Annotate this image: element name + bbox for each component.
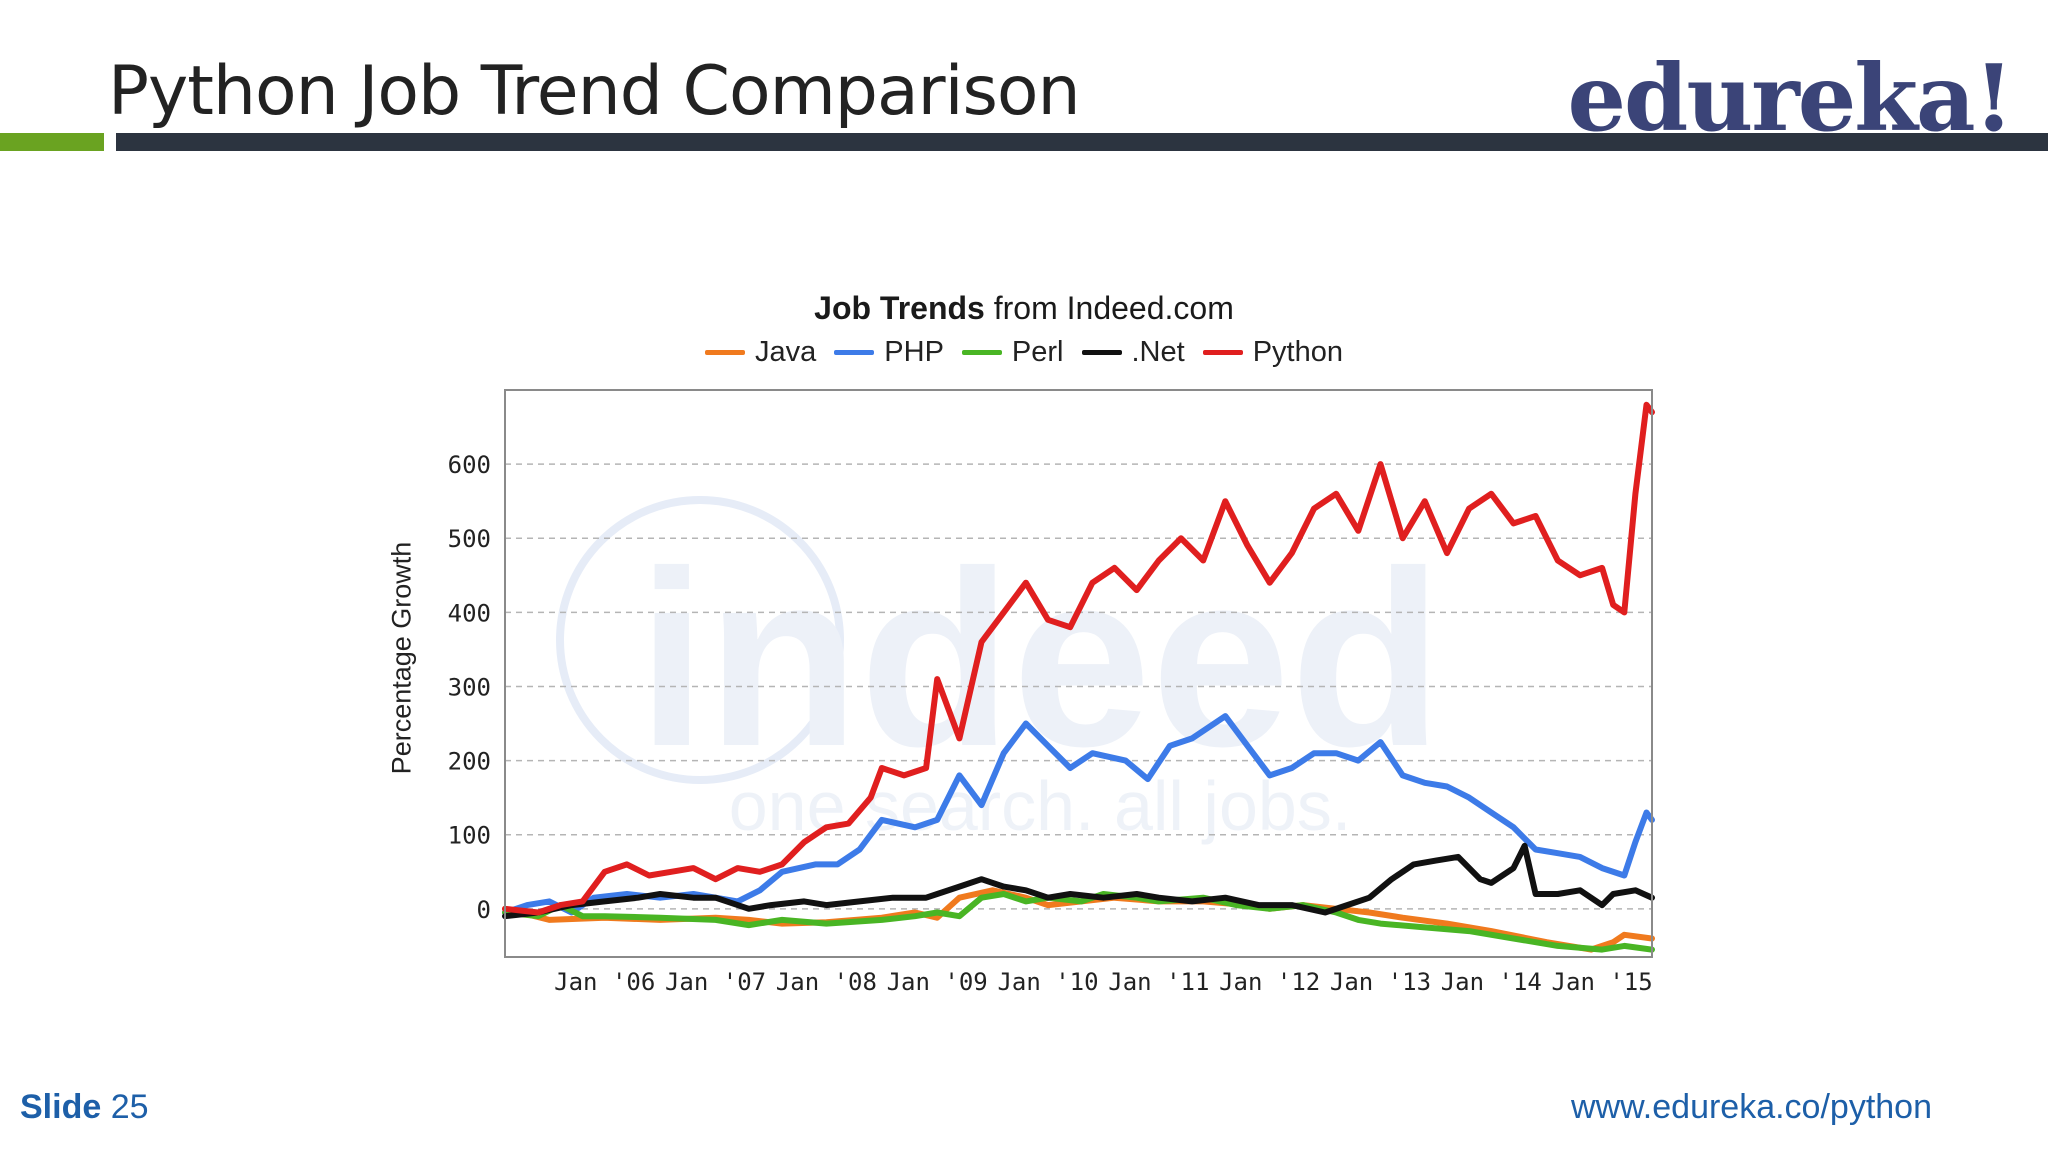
y-tick-label: 100 [448, 822, 491, 850]
watermark-tagline: one search. all jobs. [729, 767, 1352, 845]
x-tick-label: Jan '06 [554, 968, 655, 996]
slide-number-value: 25 [110, 1088, 149, 1126]
legend-label: Python [1252, 336, 1343, 368]
footer-url[interactable]: www.edureka.co/python [1571, 1088, 1932, 1126]
legend-swatch [705, 350, 746, 355]
legend-swatch [1202, 350, 1243, 355]
legend-item: Java [705, 336, 816, 369]
chart-title-rest: from Indeed.com [984, 290, 1234, 326]
series-line-python [502, 401, 1655, 916]
legend-label: Java [755, 336, 817, 368]
x-tick-label: Jan '14 [1441, 968, 1542, 996]
legend-label: .Net [1131, 336, 1185, 368]
legend-item: Perl [961, 336, 1064, 369]
y-tick-label: 300 [448, 673, 491, 701]
y-tick-label: 0 [477, 896, 491, 924]
x-tick-label: Jan '07 [665, 968, 766, 996]
x-tick-label: Jan '15 [1552, 968, 1653, 996]
title-accent-bar [0, 133, 104, 151]
slide-number: Slide 25 [20, 1088, 149, 1127]
legend-item: PHP [834, 336, 944, 369]
series-line-perl [502, 891, 1655, 953]
x-tick-label: Jan '08 [776, 968, 877, 996]
slide-label: Slide [20, 1088, 102, 1126]
legend-swatch [961, 350, 1002, 355]
slide-title: Python Job Trend Comparison [108, 52, 1081, 131]
plot-frame [504, 389, 1653, 958]
y-tick-label: 200 [448, 748, 491, 776]
legend-label: Perl [1011, 336, 1064, 368]
legend-swatch [1081, 350, 1122, 355]
legend-item: .Net [1081, 336, 1185, 369]
watermark-swoosh [556, 496, 844, 784]
series-line-net [502, 842, 1655, 920]
x-tick-label: Jan '12 [1219, 968, 1320, 996]
y-tick-label: 600 [448, 451, 491, 479]
legend-swatch [834, 350, 875, 355]
x-tick-label: Jan '09 [887, 968, 988, 996]
x-tick-label: Jan '10 [997, 968, 1098, 996]
y-tick-label: 400 [448, 599, 491, 627]
y-tick-label: 500 [448, 525, 491, 553]
x-tick-label: Jan '13 [1330, 968, 1431, 996]
legend-label: PHP [884, 336, 944, 368]
title-rule [116, 133, 2048, 151]
legend-item: Python [1202, 336, 1343, 369]
watermark-logo: indeed [637, 519, 1443, 798]
chart-title: Job Trends from Indeed.com [0, 290, 2048, 327]
chart-title-bold: Job Trends [814, 290, 985, 326]
chart-legend: Java PHP Perl .Net Python [0, 336, 2048, 369]
x-tick-label: Jan '11 [1108, 968, 1209, 996]
